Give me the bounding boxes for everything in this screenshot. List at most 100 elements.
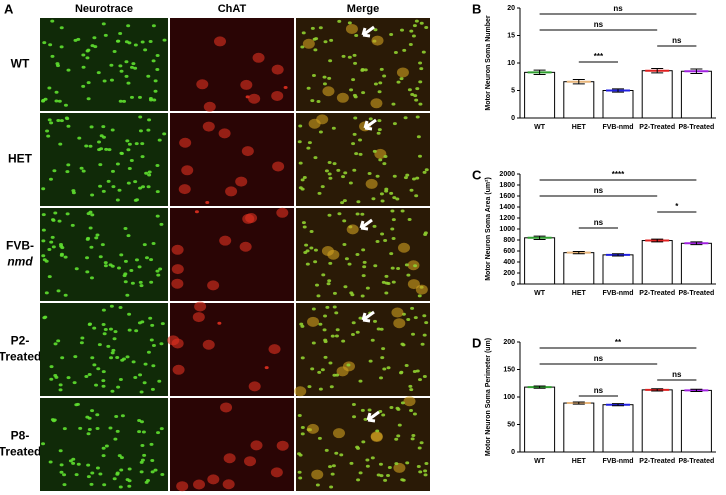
cell [213,36,226,47]
cell [155,67,160,71]
cell [86,81,91,85]
cell [399,371,404,375]
cell [373,264,378,268]
cell [81,169,86,173]
cell [98,472,103,476]
cell [404,364,409,368]
cell [417,294,422,298]
cell [349,461,354,465]
cell [134,329,139,333]
cell [344,257,349,261]
cell [304,243,309,247]
cell [360,294,365,298]
cell [138,373,143,377]
cell [75,402,80,406]
cell [405,173,410,177]
cell [49,377,54,381]
cell [155,269,160,273]
cell [386,366,391,370]
cell [160,472,165,476]
cell [331,464,336,468]
cell [332,291,337,295]
cell [52,169,57,173]
cell [53,211,58,215]
error-bar [690,241,703,246]
cell [70,223,75,227]
cell [217,321,222,325]
cell [358,379,363,383]
cell [123,280,128,284]
cell [349,291,354,295]
cell [85,256,90,260]
cell [421,50,426,54]
error-bar [533,385,546,389]
significance-label: ** [615,338,622,347]
cell [407,218,412,222]
cell [194,210,199,214]
cell [360,408,365,412]
cell [150,470,155,474]
cell [81,84,86,88]
significance-label: ns [594,386,604,395]
cell [377,90,382,94]
cell [341,54,346,58]
cell [181,165,194,176]
cell [326,282,331,286]
cell [65,212,70,216]
cell [424,26,429,30]
cell [367,171,372,175]
column-header: ChAT [218,3,247,15]
cell [381,347,386,351]
cell [245,95,250,99]
cell [310,99,315,103]
cell [129,158,134,162]
cell [80,336,85,340]
cell [409,188,414,192]
cell [73,38,78,42]
cell [112,477,117,481]
cell [322,328,327,332]
cell [334,334,339,338]
cell [140,40,145,44]
cell [328,465,333,469]
cell [312,37,317,41]
cell [58,142,63,146]
cell [171,244,184,255]
cell [394,437,399,441]
cell [89,125,94,129]
cell [307,141,312,145]
cell [343,171,348,175]
cell [102,483,107,487]
bar [680,70,712,119]
cell [127,467,132,471]
cell [422,314,427,318]
cell [96,367,101,371]
cell [413,264,418,268]
cell [406,317,411,321]
cell [45,129,50,133]
cell [327,172,332,176]
cell [129,95,134,99]
cell [44,291,49,295]
cell [118,378,123,382]
cell [157,138,162,142]
error-bar [612,88,624,93]
cell [313,260,318,264]
cell [171,278,184,289]
cell [151,59,156,63]
cell [409,29,414,33]
cell [298,476,303,480]
cell [412,369,417,373]
cell [107,148,112,152]
cell [349,88,354,92]
cell [179,137,192,148]
cell [203,101,216,112]
cell [57,219,62,223]
cell [219,235,232,246]
cell [402,48,407,52]
arrow [363,118,377,131]
cell [71,461,76,465]
cell [294,386,307,397]
cell [137,265,142,269]
